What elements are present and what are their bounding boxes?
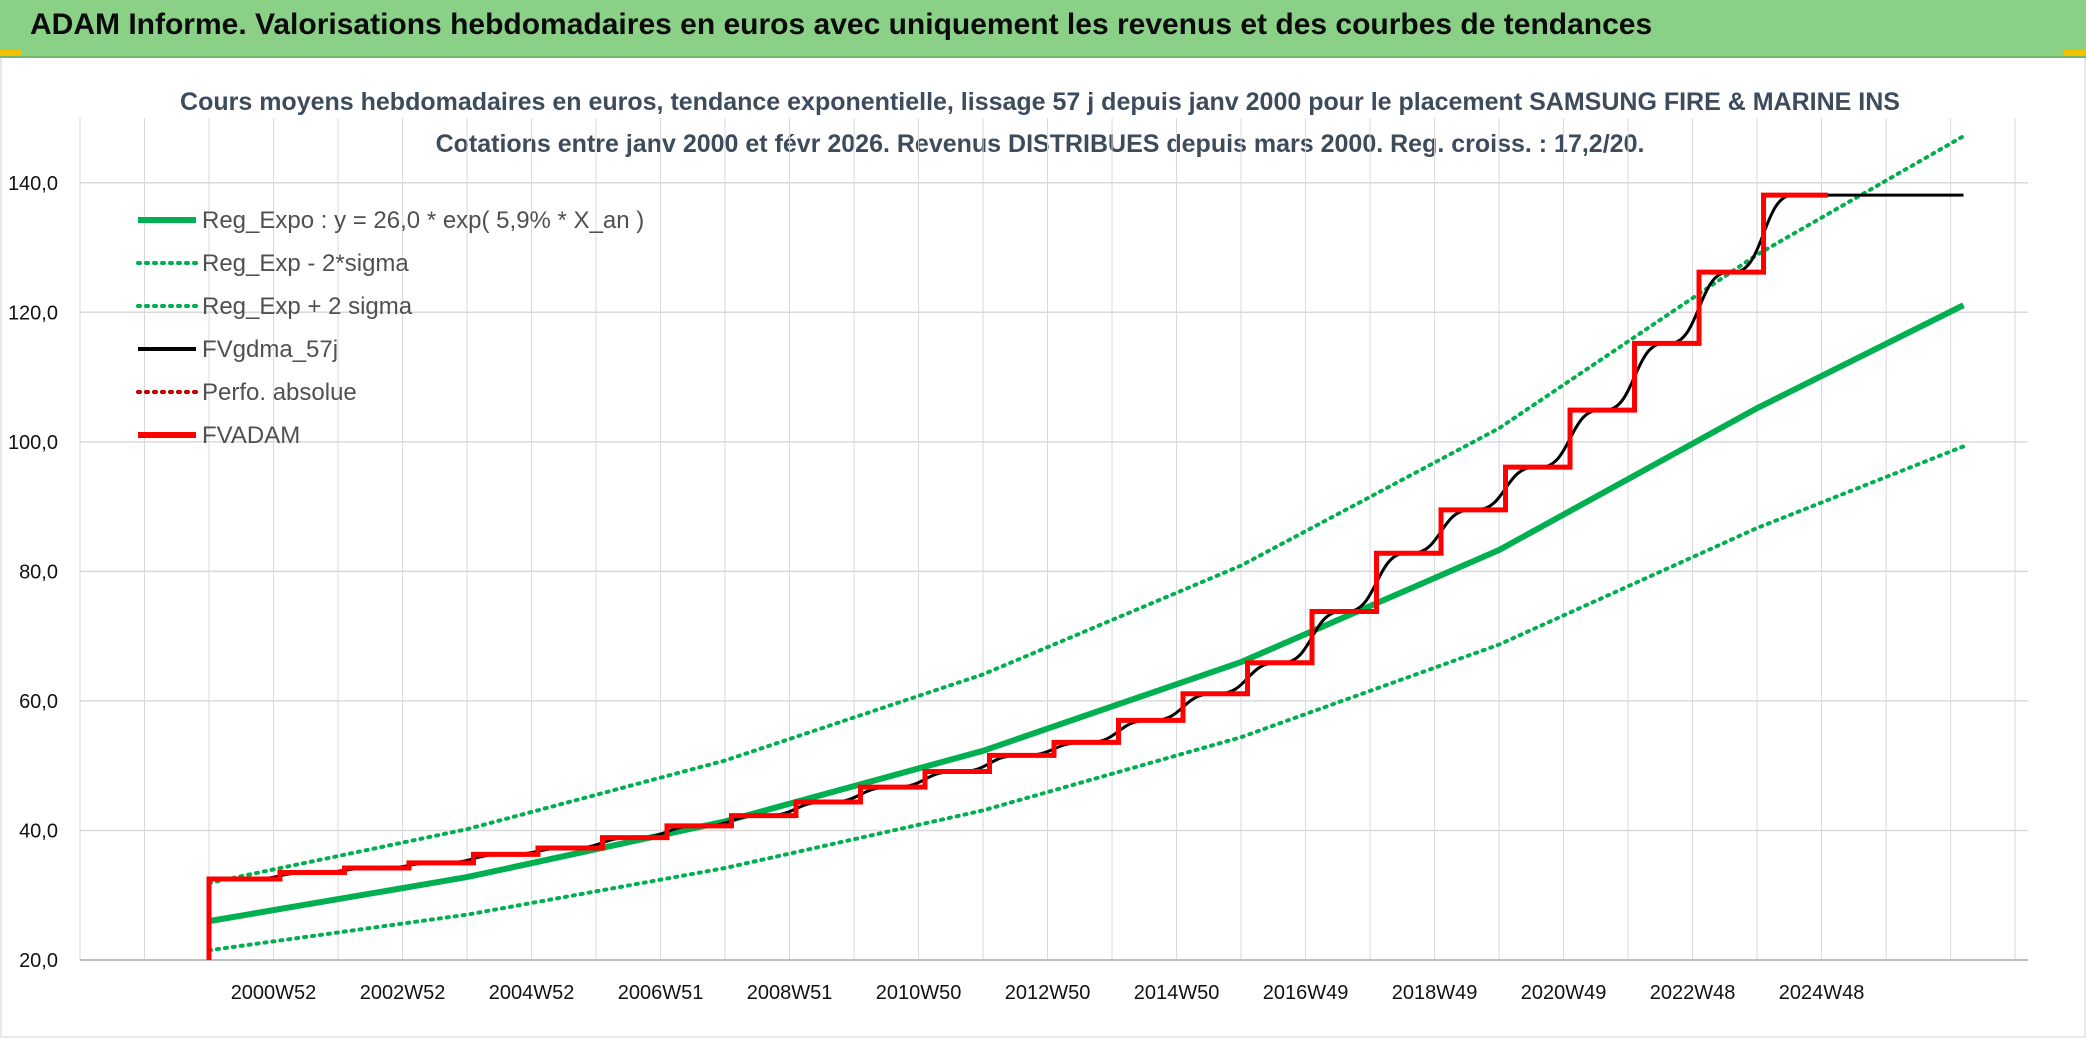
- reg-exp-plus-2sigma-curve: [207, 134, 1966, 885]
- y-tick-label: 80,0: [19, 561, 58, 583]
- header-band: ADAM Informe. Valorisations hebdomadaire…: [0, 0, 2086, 58]
- x-tick-label: 2024W48: [1779, 982, 1865, 1004]
- reg-expo-curve: [208, 302, 1965, 925]
- x-tick-label: 2000W52: [231, 982, 317, 1004]
- x-tick-label: 2016W49: [1263, 982, 1349, 1004]
- reg-exp-minus-2sigma-curve: [207, 444, 1966, 953]
- fvadam-step-line: [206, 192, 1829, 960]
- legend-label: Reg_Exp + 2 sigma: [202, 293, 413, 320]
- page-title: ADAM Informe. Valorisations hebdomadaire…: [30, 8, 1653, 41]
- x-tick-label: 2014W50: [1134, 982, 1220, 1004]
- chart-title-line1: Cours moyens hebdomadaires en euros, ten…: [180, 88, 1900, 116]
- y-tick-label: 120,0: [8, 302, 58, 324]
- legend-label: FVADAM: [202, 422, 300, 449]
- grid: [79, 118, 2028, 961]
- corner-accent-left: [0, 50, 22, 56]
- axes: 20,0 40,0 60,0 80,0 100,0 120,0 140,0 2000W52 20…: [8, 173, 2028, 1004]
- series: [206, 134, 1966, 960]
- x-tick-label: 2012W50: [1005, 982, 1091, 1004]
- y-tick-label: 60,0: [19, 691, 58, 713]
- y-tick-label: 100,0: [8, 432, 58, 454]
- legend-label: Perfo. absolue: [202, 379, 357, 406]
- x-tick-label: 2010W50: [876, 982, 962, 1004]
- legend-label: FVgdma_57j: [202, 336, 338, 363]
- y-tick-label: 20,0: [19, 950, 58, 972]
- x-tick-label: 2006W51: [618, 982, 704, 1004]
- x-tick-label: 2004W52: [489, 982, 575, 1004]
- x-tick-label: 2008W51: [747, 982, 833, 1004]
- corner-accent-right: [2064, 50, 2086, 56]
- y-tick-label: 40,0: [19, 820, 58, 842]
- legend-label: Reg_Expo : y = 26,0 * exp( 5,9% * X_an ): [202, 207, 644, 234]
- y-tick-label: 140,0: [8, 173, 58, 195]
- x-tick-label: 2020W49: [1521, 982, 1607, 1004]
- x-tick-label: 2018W49: [1392, 982, 1478, 1004]
- legend: Reg_Expo : y = 26,0 * exp( 5,9% * X_an )…: [136, 207, 644, 449]
- chart-title-line2: Cotations entre janv 2000 et févr 2026. …: [436, 130, 1645, 158]
- legend-label: Reg_Exp - 2*sigma: [202, 250, 409, 277]
- x-tick-label: 2002W52: [360, 982, 446, 1004]
- x-tick-label: 2022W48: [1650, 982, 1736, 1004]
